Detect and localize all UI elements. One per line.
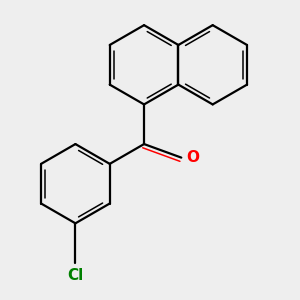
Text: Cl: Cl (67, 268, 83, 283)
Text: O: O (186, 150, 199, 165)
